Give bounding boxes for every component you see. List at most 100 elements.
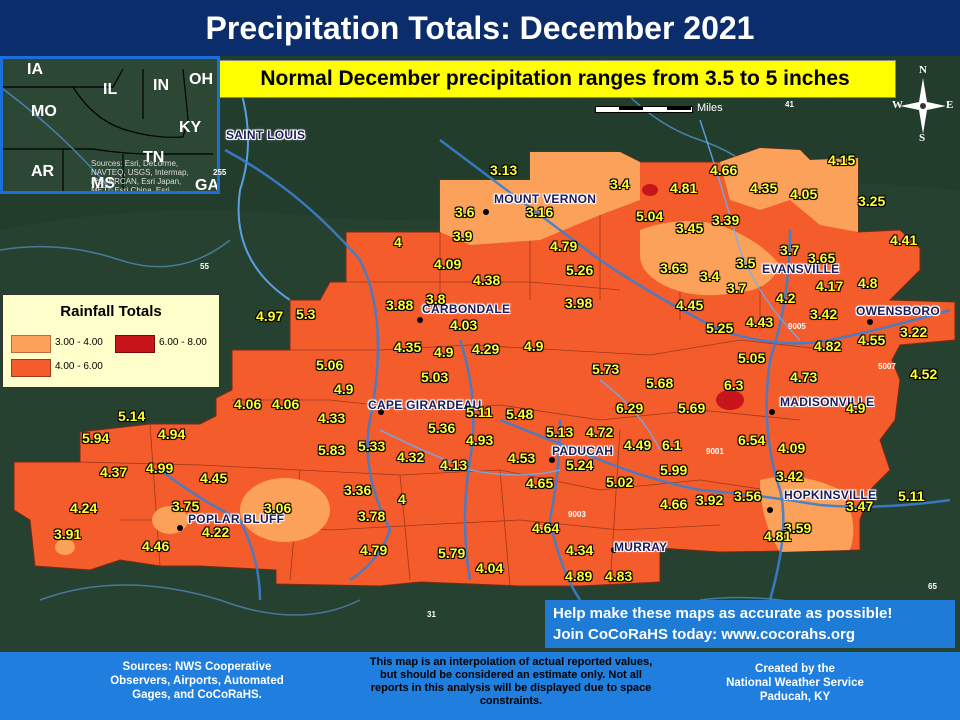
- city-label[interactable]: HOPKINSVILLE: [784, 488, 877, 502]
- precip-value: 4.17: [816, 278, 844, 294]
- compass-s: S: [919, 132, 926, 144]
- precip-value: 4.81: [670, 180, 698, 196]
- precip-value: 4: [398, 491, 406, 507]
- inset-state-ar: AR: [31, 163, 55, 180]
- precip-value: 3.56: [734, 488, 762, 504]
- footer-credit-line: National Weather Service: [726, 677, 864, 689]
- legend-label-4-6: 4.00 - 6.00: [55, 361, 103, 372]
- city-label[interactable]: PADUCAH: [552, 444, 614, 458]
- precip-value: 4.43: [746, 314, 774, 330]
- city-label[interactable]: EVANSVILLE: [762, 262, 840, 276]
- precip-value: 5.02: [606, 474, 634, 490]
- precip-value: 5.05: [738, 350, 766, 366]
- city-label[interactable]: MURRAY: [614, 540, 668, 554]
- precip-value: 3.42: [776, 468, 804, 484]
- precip-value: 6.54: [738, 432, 766, 448]
- highway-shield: 5007: [878, 362, 896, 371]
- precip-value: 4.09: [434, 256, 462, 272]
- compass-w: W: [892, 99, 903, 111]
- highway-shield: 55: [200, 262, 209, 271]
- city-label[interactable]: SAINT LOUIS: [226, 128, 306, 142]
- highway-shield: 65: [928, 582, 937, 591]
- precip-value: 6.29: [616, 400, 644, 416]
- cocorahs-help-banner[interactable]: Help make these maps as accurate as poss…: [545, 600, 955, 648]
- precip-value: 4.8: [858, 275, 878, 291]
- precip-value: 3.13: [490, 162, 518, 178]
- precip-value: 4.9: [434, 344, 454, 360]
- city-label[interactable]: CARBONDALE: [422, 302, 511, 316]
- precip-value: 4.89: [565, 568, 593, 584]
- precip-value: 4.35: [394, 339, 422, 355]
- highway-shield: 255: [213, 168, 227, 177]
- precip-value: 3.92: [696, 492, 724, 508]
- scale-label: Miles: [697, 102, 723, 114]
- inset-state-in: IN: [153, 77, 169, 94]
- precip-value: 3.25: [858, 193, 886, 209]
- highway-shield: 9005: [788, 322, 806, 331]
- precip-value: 4.55: [858, 332, 886, 348]
- precip-value: 3.36: [344, 482, 372, 498]
- help-line-1: Help make these maps as accurate as poss…: [553, 605, 893, 622]
- precip-value: 5.13: [546, 424, 574, 440]
- precip-value: 3.4: [610, 176, 630, 192]
- highway-shield: 9001: [706, 447, 724, 456]
- precip-value: 5.48: [506, 406, 534, 422]
- legend-label-3-4: 3.00 - 4.00: [55, 337, 103, 348]
- precip-value: 3.59: [784, 520, 812, 536]
- precip-value: 3.6: [455, 204, 475, 220]
- precip-value: 4.52: [910, 366, 938, 382]
- precip-value: 3.4: [700, 268, 720, 284]
- footer-disclaimer-line: reports in this analysis will be display…: [370, 682, 652, 694]
- inset-state-il: IL: [103, 81, 118, 98]
- precip-value: 3.39: [712, 212, 740, 228]
- precip-value: 4.65: [526, 475, 554, 491]
- precip-value: 3.5: [736, 255, 756, 271]
- precip-value: 3.16: [526, 204, 554, 220]
- help-line-2[interactable]: Join CoCoRaHS today: www.cocorahs.org: [553, 626, 855, 643]
- precip-value: 5.69: [678, 400, 706, 416]
- map-area[interactable]: [0, 56, 960, 652]
- precip-value: 5.68: [646, 375, 674, 391]
- precip-value: 6.3: [724, 377, 744, 393]
- precip-value: 3.42: [810, 306, 838, 322]
- precip-value: 4.64: [532, 520, 560, 536]
- precip-value: 4.79: [550, 238, 578, 254]
- precip-value: 5.99: [660, 462, 688, 478]
- city-label[interactable]: OWENSBORO: [856, 304, 941, 318]
- footer-sources-line: Gages, and CoCoRaHS.: [132, 689, 262, 701]
- city-label[interactable]: CAPE GIRARDEAU: [368, 398, 482, 412]
- precip-value: 5.04: [636, 208, 664, 224]
- precip-value: 3.65: [808, 250, 836, 266]
- precip-value: 4.53: [508, 450, 536, 466]
- inset-state-ga: GA: [195, 177, 219, 194]
- inset-source-credit: Sources: Esri, DeLorme, NAVTEQ, USGS, In…: [91, 159, 189, 194]
- precip-value: 4.82: [814, 338, 842, 354]
- highway-shield: 9003: [568, 510, 586, 519]
- precip-value: 4.03: [450, 317, 478, 333]
- precip-value: 4.66: [660, 496, 688, 512]
- precip-value: 4.15: [828, 152, 856, 168]
- precip-value: 4.06: [234, 396, 262, 412]
- precip-value: 3.98: [565, 295, 593, 311]
- precip-value: 3.9: [453, 228, 473, 244]
- precip-value: 4.83: [605, 568, 633, 584]
- precip-value: 4.06: [272, 396, 300, 412]
- city-label[interactable]: MADISONVILLE: [780, 395, 875, 409]
- city-label[interactable]: POPLAR BLUFF: [188, 512, 285, 526]
- precip-value: 5.03: [421, 369, 449, 385]
- precip-value: 3.45: [676, 220, 704, 236]
- city-label[interactable]: MOUNT VERNON: [494, 192, 597, 206]
- precip-value: 3.47: [846, 498, 874, 514]
- precip-value: 4.9: [846, 400, 866, 416]
- precip-value: 4.41: [890, 232, 918, 248]
- inset-state-tn: TN: [143, 149, 165, 166]
- locator-inset-map[interactable]: IA IL IN OH MO KY AR TN MS GA Sources: E…: [0, 56, 220, 194]
- inset-state-ky: KY: [179, 119, 202, 136]
- highway-shield: 41: [785, 100, 794, 109]
- precip-value: 4.35: [750, 180, 778, 196]
- precip-value: 4.45: [676, 297, 704, 313]
- precip-value: 6.1: [662, 437, 682, 453]
- inset-state-mo: MO: [31, 103, 57, 120]
- precip-value: 4.73: [790, 369, 818, 385]
- precip-value: 5.3: [296, 306, 316, 322]
